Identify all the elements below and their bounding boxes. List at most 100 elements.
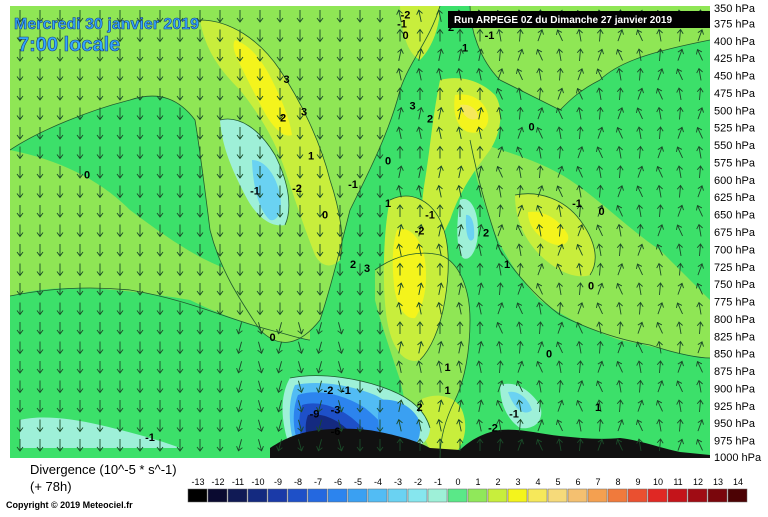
wind-arrow <box>635 419 643 432</box>
wind-arrow <box>56 10 64 23</box>
field-region-yellow-green-1 <box>200 20 342 266</box>
wind-arrow <box>76 244 84 257</box>
wind-arrow <box>535 438 543 451</box>
contour-value-label: -1 <box>145 432 155 444</box>
wind-arrow <box>316 10 324 23</box>
wind-arrow <box>356 419 364 433</box>
wind-arrow <box>656 106 663 120</box>
wind-arrow <box>316 107 324 121</box>
wind-arrow <box>656 126 664 140</box>
wind-arrow <box>376 361 384 374</box>
wind-arrow <box>376 107 384 121</box>
pressure-tick-label: 625 hPa <box>714 192 756 204</box>
wind-arrow <box>436 28 444 42</box>
contour-value-label: -6 <box>331 426 341 438</box>
wind-arrow <box>216 439 224 452</box>
wind-arrow <box>555 341 563 354</box>
wind-arrow <box>595 68 603 81</box>
wind-arrow <box>396 28 404 42</box>
wind-arrow <box>397 340 404 354</box>
wind-arrow <box>156 166 164 179</box>
wind-arrow <box>616 321 624 335</box>
colorbar-tick-label: 10 <box>653 477 663 487</box>
wind-arrow <box>637 165 644 178</box>
wind-arrow <box>116 322 124 335</box>
wind-arrow <box>76 107 84 121</box>
wind-arrow <box>296 88 304 101</box>
wind-arrow <box>356 302 364 316</box>
wind-arrow <box>697 29 704 42</box>
wind-arrow <box>337 380 344 394</box>
wind-arrow <box>236 283 244 296</box>
wind-arrow <box>417 48 424 61</box>
wind-arrow <box>176 205 184 218</box>
wind-arrow <box>116 244 124 257</box>
pressure-tick-label: 850 hPa <box>714 349 756 361</box>
wind-arrow <box>76 185 84 199</box>
wind-arrow <box>617 29 624 42</box>
wind-arrow <box>695 282 703 295</box>
wind-arrow <box>156 244 164 257</box>
wind-arrow <box>36 322 44 335</box>
wind-arrow <box>76 341 84 355</box>
pressure-tick-label: 725 hPa <box>714 262 756 274</box>
wind-arrow <box>196 127 204 140</box>
wind-arrow <box>636 204 643 217</box>
wind-arrow <box>136 49 144 62</box>
wind-arrow <box>336 107 344 121</box>
wind-arrow <box>336 146 344 160</box>
colorbar-swatch <box>647 488 668 503</box>
wind-arrow <box>495 399 503 412</box>
wind-arrow <box>236 224 244 238</box>
wind-arrow <box>96 439 104 452</box>
wind-arrow <box>336 166 344 179</box>
wind-arrow <box>76 263 84 277</box>
wind-arrow <box>396 301 403 315</box>
wind-arrow <box>56 49 64 62</box>
wind-arrow <box>696 379 703 393</box>
wind-arrow <box>456 321 464 334</box>
wind-arrow <box>196 244 204 257</box>
wind-arrow <box>76 205 84 218</box>
wind-arrow <box>96 263 104 277</box>
wind-arrow <box>276 361 283 374</box>
wind-arrow <box>497 380 504 393</box>
wind-arrow <box>76 283 84 296</box>
wind-arrow <box>116 49 124 62</box>
wind-arrow <box>296 166 304 179</box>
wind-arrow <box>36 185 44 199</box>
contour-value-label: 1 <box>444 385 450 397</box>
wind-arrow <box>276 127 284 140</box>
wind-arrow <box>396 243 403 256</box>
wind-arrow <box>176 166 184 179</box>
wind-arrow <box>276 380 283 394</box>
pressure-tick-label: 825 hPa <box>714 331 756 343</box>
wind-arrow <box>696 321 704 335</box>
forecast-time: 7:00 locale <box>18 34 120 56</box>
wind-arrow <box>96 400 104 413</box>
wind-arrow <box>576 340 583 354</box>
wind-arrow <box>695 126 703 139</box>
wind-arrow <box>16 263 24 277</box>
wind-arrow <box>136 68 144 82</box>
wind-arrow <box>216 419 224 433</box>
wind-arrow <box>536 301 543 315</box>
wind-arrow <box>577 302 584 315</box>
wind-arrow <box>296 302 304 316</box>
contour-line-7 <box>389 195 449 361</box>
colorbar: -13 -12 -11 -10 -9 -8 -7 -6 -5 -4 -3 -2 -1 0 1 2 3 4 5 6 7 8 9… <box>187 477 748 503</box>
wind-arrow <box>535 282 543 295</box>
wind-arrow <box>356 107 364 121</box>
wind-arrow <box>16 283 24 296</box>
wind-arrow <box>136 263 144 277</box>
wind-arrow <box>436 262 444 276</box>
wind-arrow <box>56 127 64 140</box>
wind-arrow <box>416 262 424 276</box>
wind-arrow <box>595 224 603 237</box>
wind-arrow <box>416 360 423 373</box>
colorbar-swatch <box>547 488 568 503</box>
wind-arrow <box>477 106 484 120</box>
contour-value-label: -1 <box>509 408 519 420</box>
wind-arrow <box>296 10 304 23</box>
wind-arrow <box>36 127 44 140</box>
